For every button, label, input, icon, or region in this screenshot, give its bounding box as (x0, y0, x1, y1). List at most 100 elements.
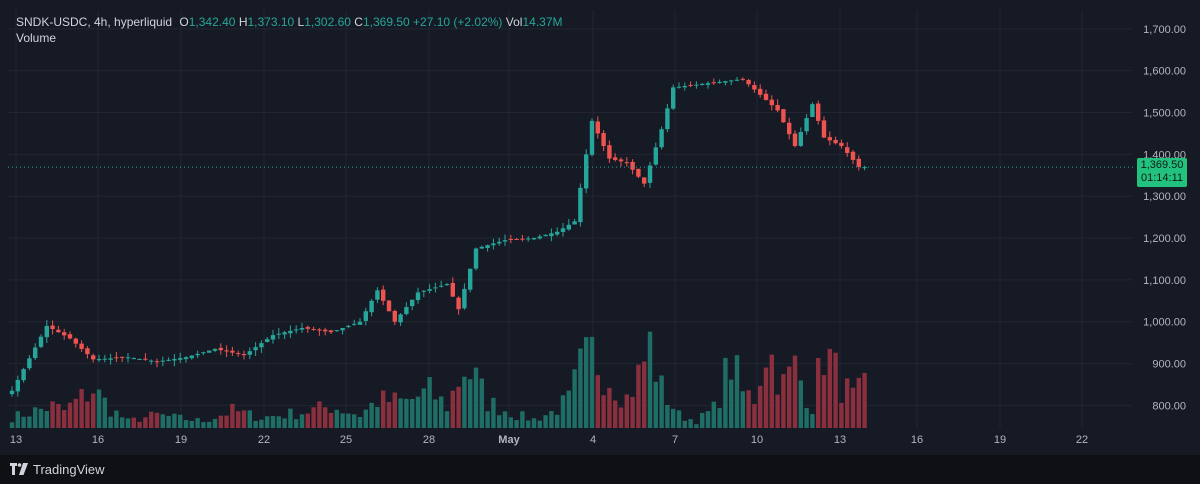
volume-bar (845, 378, 850, 428)
volume-bar (392, 392, 397, 428)
volume-bar (665, 404, 670, 428)
candle-body (804, 118, 809, 132)
candle-body (531, 238, 537, 240)
volume-bar (711, 401, 716, 428)
candle-body (311, 329, 316, 331)
candle-body (723, 81, 728, 83)
volume-bar (555, 414, 560, 428)
y-tick-label: 1,200.00 (1143, 233, 1186, 245)
tradingview-branding[interactable]: TradingView (10, 460, 105, 478)
candle-body (21, 369, 26, 381)
open-label: O (179, 15, 189, 29)
volume-bar (311, 407, 316, 428)
candle-body (555, 231, 560, 235)
volume-bar (705, 411, 711, 428)
tradingview-logo-icon (10, 463, 28, 475)
volume-bar (102, 397, 107, 428)
candle-body (415, 292, 421, 300)
volume-bar (381, 390, 386, 428)
candle-body (810, 104, 815, 117)
candle-body (746, 79, 751, 85)
candle-body (265, 339, 270, 342)
candle-body (827, 137, 832, 141)
candle-body (729, 80, 734, 82)
candle-body (178, 358, 183, 360)
volume-bar (427, 377, 432, 428)
candle-body (369, 300, 374, 313)
volume-bar (415, 396, 421, 428)
candle-body (705, 83, 711, 85)
volume-bar (508, 417, 513, 428)
volume-bar (787, 366, 792, 428)
candle-body (659, 129, 664, 148)
volume-bar (50, 401, 55, 428)
volume-bar (114, 410, 119, 428)
tradingview-wordmark: TradingView (33, 461, 105, 477)
volume-bar (212, 418, 218, 428)
volume-bar (178, 414, 183, 428)
candle-body (102, 358, 107, 360)
volume-bar (207, 421, 212, 428)
candlestick-chart[interactable]: 13 16 19 22 25 28 May 4 7 10 13 16 19 22 800.00 900.00 1… (0, 0, 1200, 455)
x-tick-label: 4 (590, 434, 596, 446)
volume-bar (723, 357, 728, 428)
volume-bar (682, 420, 687, 428)
symbol-label[interactable]: SNDK-USDC, 4h, hyperliquid (16, 15, 173, 29)
candle-body (334, 330, 339, 332)
volume-value: 14.37M (522, 15, 563, 29)
volume-bar (340, 413, 345, 428)
candle-body (398, 314, 403, 323)
candle-body (589, 120, 595, 155)
volume-bar (15, 411, 20, 428)
y-tick-label: 1,300.00 (1143, 191, 1186, 203)
volume-bar (578, 348, 583, 428)
candle-body (450, 282, 455, 297)
volume-bar (444, 411, 450, 428)
candle-body (601, 132, 606, 146)
volume-bar (439, 396, 444, 428)
volume-bar (62, 410, 67, 428)
volume-bar (758, 385, 763, 428)
candle-body (346, 325, 351, 327)
candle-body (740, 78, 745, 80)
candle-body (439, 285, 444, 287)
candle-body (38, 336, 44, 347)
volume-bar (236, 411, 241, 428)
candle-body (700, 83, 705, 85)
x-tick-label: 28 (423, 434, 435, 446)
volume-bar (79, 388, 84, 428)
candle-body (775, 104, 780, 111)
y-tick-label: 900.00 (1152, 359, 1186, 371)
volume-bar (653, 381, 658, 428)
high-value: 1,373.10 (247, 15, 295, 29)
volume-bar (468, 379, 473, 428)
volume-bar (386, 402, 392, 428)
volume-bar (404, 398, 409, 428)
volume-bar (265, 416, 270, 428)
candle-body (508, 238, 513, 240)
candle-body (381, 289, 386, 301)
chart-pane[interactable]: 13 16 19 22 25 28 May 4 7 10 13 16 19 22 800.00 900.00 1… (0, 0, 1200, 455)
volume-bar (357, 416, 363, 428)
volume-bar (491, 397, 496, 428)
candle-body (752, 85, 757, 90)
volume-bar (137, 421, 142, 428)
x-tick-label: 7 (672, 434, 678, 446)
high-label: H (238, 15, 248, 29)
volume-bar (270, 416, 276, 428)
volume-indicator-title[interactable]: Volume (16, 31, 57, 45)
candle-body (618, 159, 624, 162)
candle-body (160, 360, 165, 362)
volume-bar (589, 336, 595, 428)
candle-body (149, 360, 154, 362)
volume-bar (369, 402, 374, 428)
candle-body (850, 151, 856, 160)
candle-body (491, 243, 496, 246)
candle-body (468, 268, 473, 290)
low-label: L (297, 15, 305, 29)
candle-body (653, 147, 658, 165)
volume-bar (125, 418, 131, 428)
candle-body (549, 233, 554, 237)
x-tick-label: 13 (834, 434, 846, 446)
volume-bar (259, 419, 264, 428)
